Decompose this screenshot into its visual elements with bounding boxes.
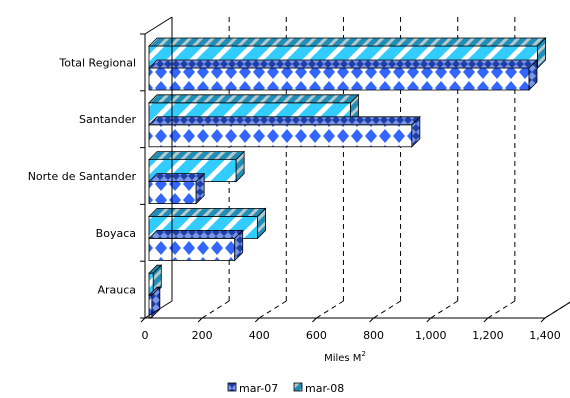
legend: mar-07 mar-08 [227, 382, 344, 395]
bar-mar-07 [148, 115, 421, 148]
bar-mar-08-top [148, 151, 246, 161]
legend-swatch [227, 382, 237, 392]
bar-mar-07-side [528, 59, 538, 91]
floor-right-edge [544, 301, 570, 319]
floor-gridline [373, 300, 401, 319]
floor-gridline [316, 300, 344, 319]
legend-label: mar-07 [239, 382, 278, 395]
legend-label: mar-08 [305, 382, 344, 395]
bar-mar-07-side [195, 172, 205, 205]
floor-gridline [487, 300, 516, 319]
x-tick-label: 1,000 [415, 329, 447, 342]
bar-mar-07-front [148, 67, 530, 91]
floor-left-edge [144, 300, 173, 319]
bar-mar-07 [148, 59, 538, 91]
x-tick-mark [312, 317, 317, 323]
top-edge [144, 16, 173, 35]
bar-mar-07-front [148, 237, 236, 261]
x-tick-label: 0 [142, 329, 149, 342]
x-tick-label: 1,200 [472, 329, 504, 342]
floor-gridline [259, 300, 287, 319]
bar-mar-07-side [234, 229, 244, 262]
category-labels: Arauca Boyaca Norte de Santander Santander T… [28, 56, 137, 296]
x-tick-mark [140, 317, 146, 323]
category-label: Norte de Santander [28, 170, 137, 183]
x-tick-label: 800 [363, 329, 384, 342]
x-tick-mark [483, 317, 489, 323]
bar-mar-08-side [235, 150, 245, 183]
category-label: Arauca [97, 284, 136, 297]
category-label: Total Regional [58, 56, 136, 69]
x-tick-mark [197, 317, 203, 323]
bar-mar-07-side [411, 115, 421, 148]
bar-mar-07-top [148, 116, 421, 126]
bar-mar-08-top [148, 94, 360, 104]
bar-mar-07-top [148, 173, 206, 183]
x-tick-label: 1,400 [529, 329, 561, 342]
bar-mar-08-top [148, 37, 547, 47]
x-tick-mark [254, 317, 260, 323]
x-tick-mark [540, 317, 546, 323]
x-axis-title: Miles M2 [324, 350, 366, 364]
legend-swatch [293, 382, 303, 392]
category-label: Santander [79, 113, 136, 126]
bar-mar-08-side [257, 207, 266, 240]
bars [148, 37, 547, 319]
floor-gridline [201, 300, 230, 319]
bar-mar-07-top [148, 59, 538, 69]
x-tick-mark [426, 317, 432, 323]
floor-gridline [430, 300, 458, 319]
bar-mar-08-side [537, 37, 546, 69]
bar-mar-07-front [148, 181, 197, 205]
x-tick-labels: 0 200 400 600 800 1,000 1,200 1,400 [142, 329, 561, 342]
bar-mar-07-top [148, 229, 244, 239]
category-label: Boyaca [96, 227, 136, 240]
x-axis-title-superscript: 2 [361, 350, 365, 358]
x-tick-label: 600 [306, 329, 327, 342]
bar-mar-07 [148, 229, 244, 262]
bar-mar-07 [148, 172, 206, 205]
x-tick-mark [369, 317, 374, 323]
x-tick-label: 400 [249, 329, 270, 342]
x-tick-label: 200 [192, 329, 213, 342]
bar-mar-08-top [148, 207, 267, 217]
bar-mar-07-front [148, 124, 413, 148]
axes [140, 16, 570, 323]
